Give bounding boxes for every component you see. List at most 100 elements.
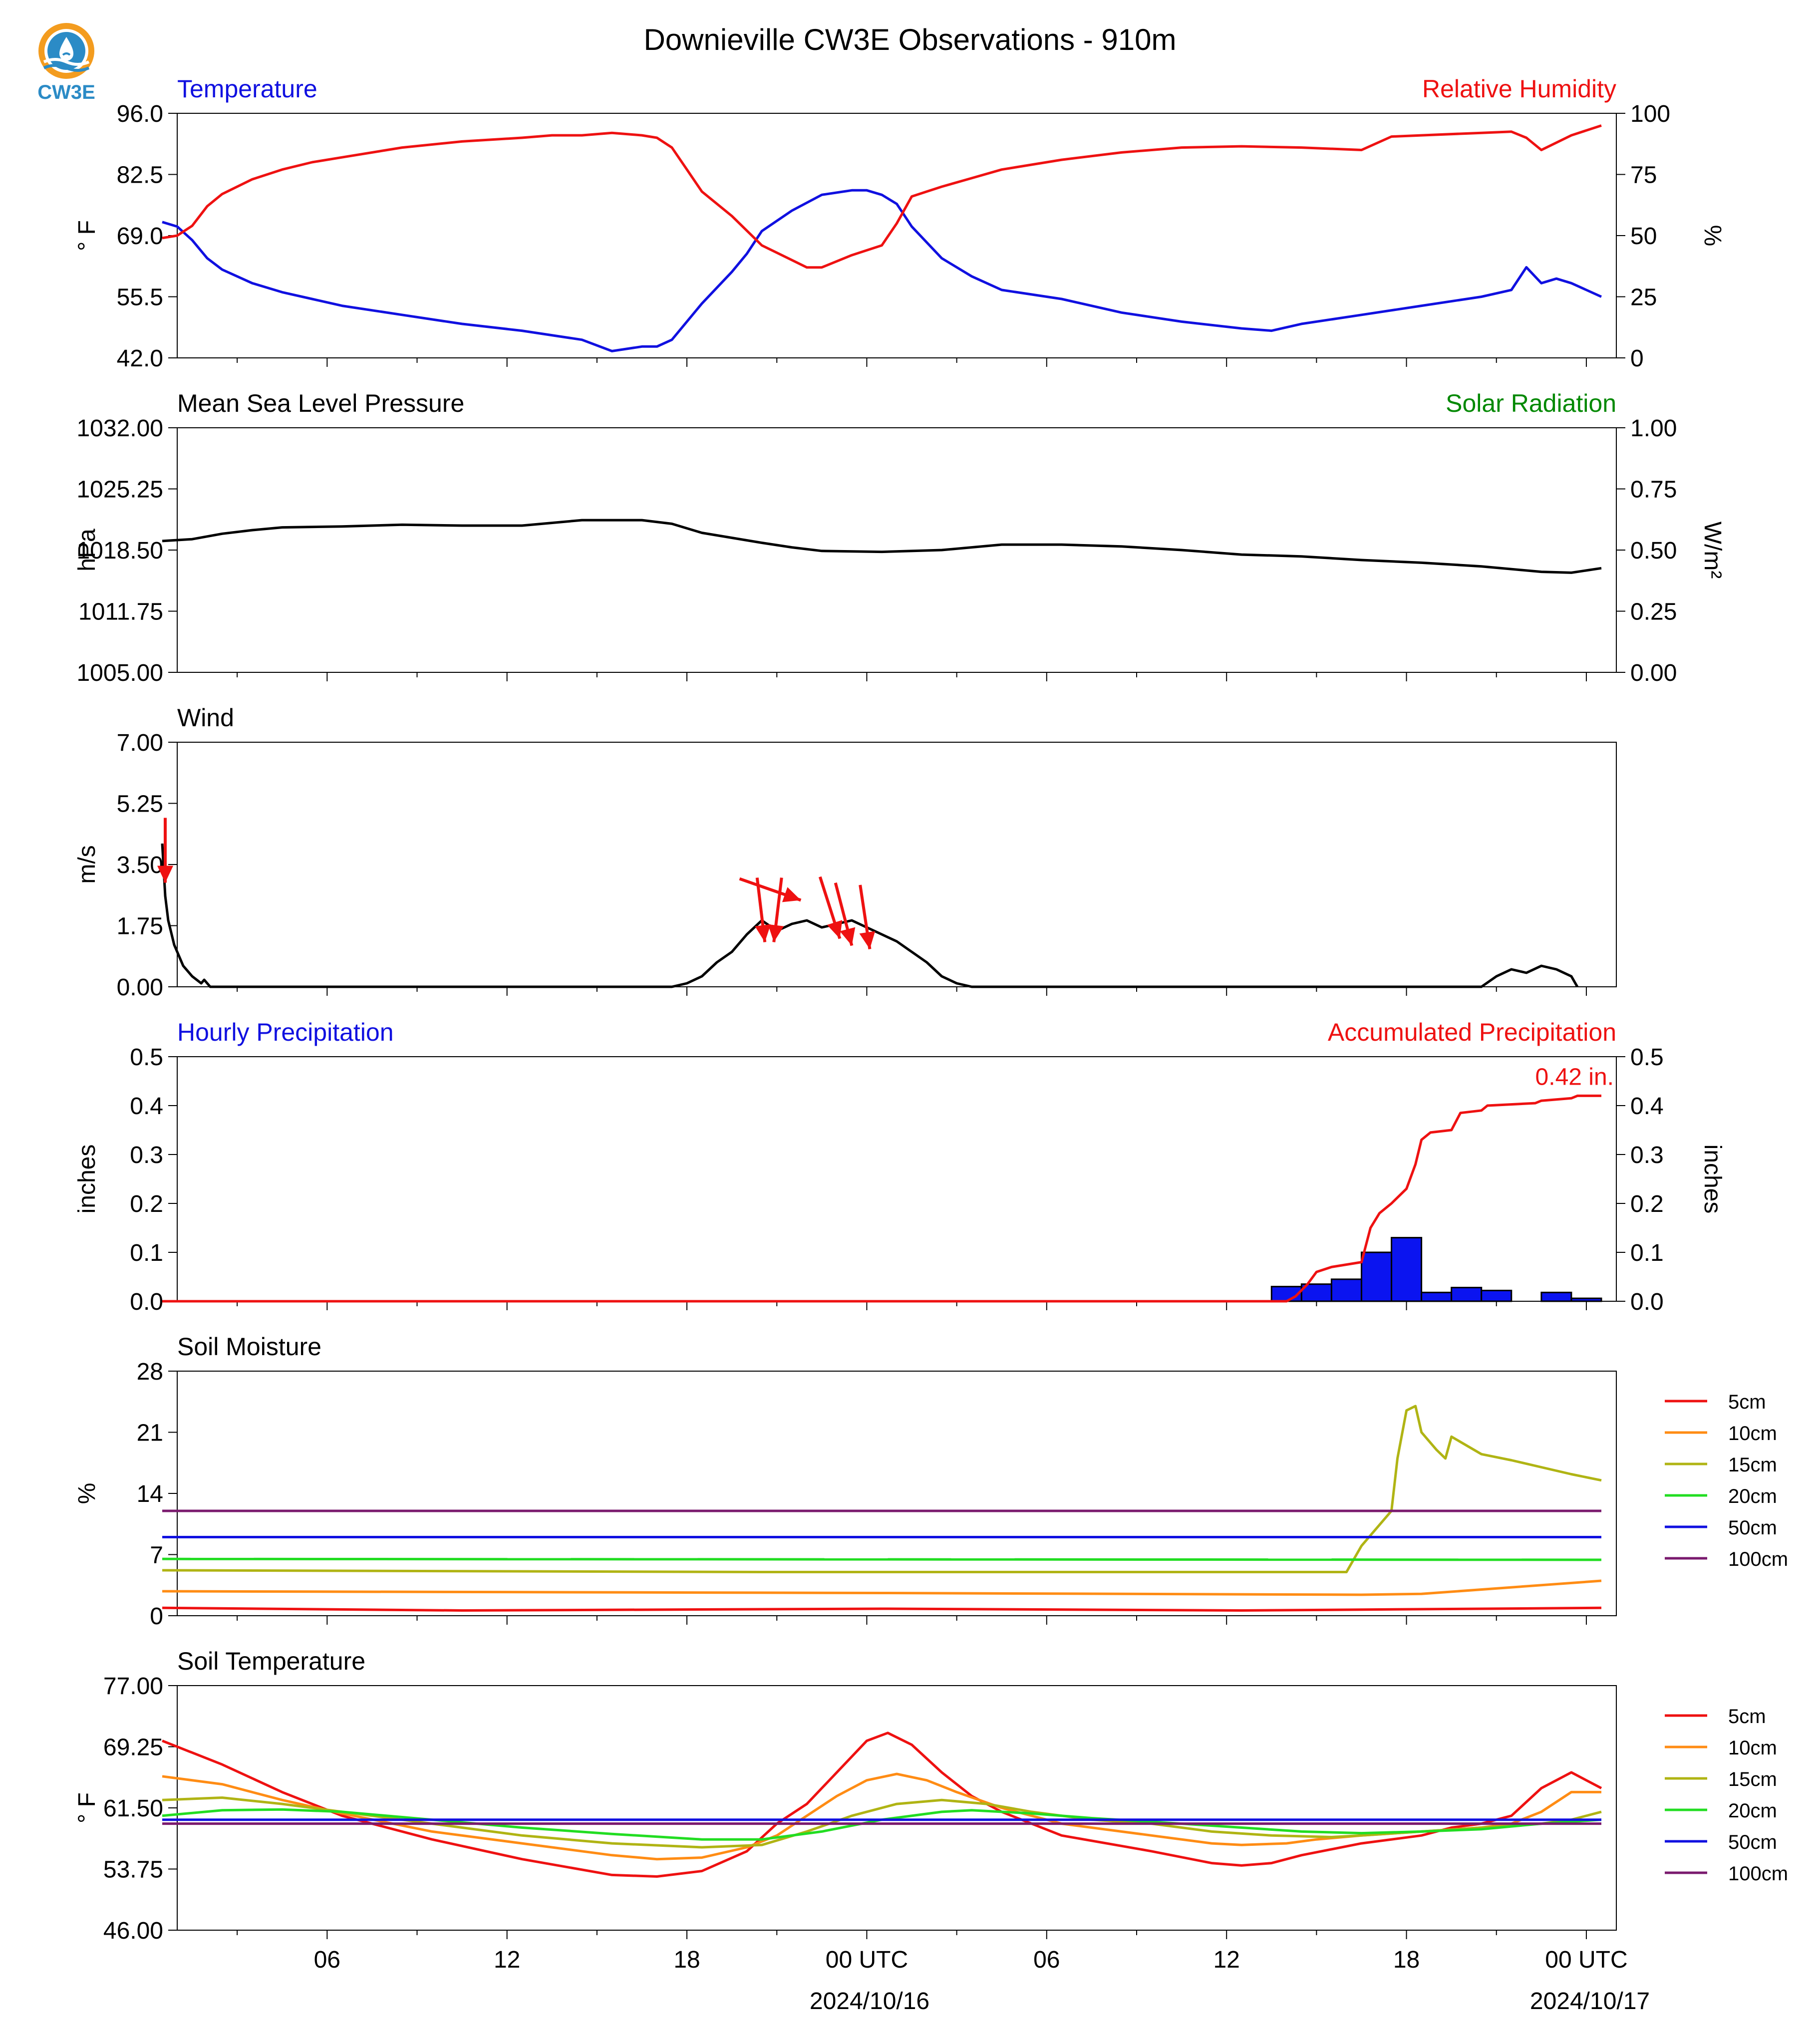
panel-title: Hourly Precipitation xyxy=(177,1018,394,1046)
panel-right-title: Relative Humidity xyxy=(1422,75,1616,103)
y-tick-label: 28 xyxy=(137,1359,163,1385)
y-tick-label: 5.25 xyxy=(117,791,163,818)
x-tick-label: 18 xyxy=(673,1947,700,1973)
panel-2: Wind 7.00 5.25 3.50 1.75 0.00 m/s xyxy=(74,704,1617,1001)
legend-label: 10cm xyxy=(1728,1737,1777,1759)
y-tick-label: 42.0 xyxy=(117,345,163,372)
wind-arrow-head xyxy=(755,924,771,942)
x-tick-label: 12 xyxy=(1213,1947,1239,1973)
y-axis-label: hPa xyxy=(74,529,100,572)
legend-label: 20cm xyxy=(1728,1800,1777,1822)
panel-right-title: Accumulated Precipitation xyxy=(1328,1018,1616,1046)
legend-label: 100cm xyxy=(1728,1548,1788,1570)
precip-bar xyxy=(1330,1278,1362,1302)
y-right-tick-label: 0.0 xyxy=(1630,1289,1664,1315)
precip-bar xyxy=(1421,1291,1453,1302)
y-right-tick-label: 75 xyxy=(1630,162,1657,189)
legend-label: 15cm xyxy=(1728,1768,1777,1790)
legend-label: 20cm xyxy=(1728,1485,1777,1507)
y-right-tick-label: 0.5 xyxy=(1630,1044,1664,1071)
y-right-tick-label: 0.4 xyxy=(1630,1093,1664,1120)
cw3e-logo-icon: CW3E xyxy=(37,23,95,103)
panel-frame xyxy=(177,742,1617,987)
series-line-0 xyxy=(162,1606,1602,1612)
panel-frame xyxy=(177,427,1617,673)
y-tick-label: 77.00 xyxy=(103,1673,163,1700)
y-tick-label: 0.5 xyxy=(130,1044,163,1071)
wind-arrow-head xyxy=(827,920,843,939)
precip-bar xyxy=(1481,1289,1513,1302)
x-tick-label: 06 xyxy=(314,1947,340,1973)
page-title: Downieville CW3E Observations - 910m xyxy=(643,23,1176,56)
panel-right-title: Solar Radiation xyxy=(1446,389,1616,417)
y-tick-label: 53.75 xyxy=(103,1857,163,1883)
precip-bar xyxy=(1391,1237,1423,1302)
y-axis-label: m/s xyxy=(74,845,100,883)
y-right-tick-label: 0.50 xyxy=(1630,538,1677,564)
y-right-tick-label: 0 xyxy=(1630,345,1644,372)
y-right-tick-label: 100 xyxy=(1630,101,1670,127)
precip-bar xyxy=(1451,1287,1483,1302)
panel-frame xyxy=(177,1371,1617,1616)
y-tick-label: 55.5 xyxy=(117,285,163,311)
panel-5: Soil Temperature 77.00 69.25 61.50 53.75 46.0… xyxy=(74,1647,1788,1944)
x-tick-label: 18 xyxy=(1393,1947,1420,1973)
precip-bar xyxy=(1360,1251,1393,1302)
x-date-label-2: 2024/10/17 xyxy=(1530,1988,1650,2015)
panel-3: Hourly Precipitation Accumulated Precipit… xyxy=(74,1018,1726,1315)
x-tick-label: 06 xyxy=(1033,1947,1060,1973)
y-tick-label: 1005.00 xyxy=(76,660,163,686)
panel-0: Temperature Relative Humidity 96.0 82.5 69.0… xyxy=(74,75,1726,372)
precip-bar xyxy=(1540,1291,1572,1302)
legend-label: 50cm xyxy=(1728,1517,1777,1539)
y-tick-label: 0.2 xyxy=(130,1191,163,1217)
y-right-tick-label: 1.00 xyxy=(1630,415,1677,442)
x-axis-labels: 2024/10/16 2024/10/17 06 12 18 00 UTC 06 12 18… xyxy=(314,1947,1650,2015)
y-tick-label: 21 xyxy=(137,1420,163,1447)
wind-arrow-head xyxy=(840,927,856,946)
cw3e-logo: CW3E xyxy=(29,20,104,103)
panel-4: Soil Moisture 28 21 14 7 0% 5cm 10cm 15cm 20cm 50c… xyxy=(74,1333,1788,1630)
y-tick-label: 1018.50 xyxy=(76,538,163,564)
y-right-tick-label: 0.75 xyxy=(1630,477,1677,503)
y-right-tick-label: 0.1 xyxy=(1630,1240,1664,1266)
legend-label: 50cm xyxy=(1728,1831,1777,1853)
y-tick-label: 0.0 xyxy=(130,1289,163,1315)
y-tick-label: 96.0 xyxy=(117,101,163,127)
y-right-axis-label: W/m² xyxy=(1699,522,1726,579)
series-line-0 xyxy=(162,1094,1601,1303)
y-tick-label: 0.00 xyxy=(117,974,163,1001)
y-tick-label: 69.25 xyxy=(103,1735,163,1761)
panel-1: Mean Sea Level Pressure Solar Radiation 10… xyxy=(74,389,1726,686)
y-right-tick-label: 0.00 xyxy=(1630,660,1677,686)
legend-label: 5cm xyxy=(1728,1706,1766,1728)
series-line-0 xyxy=(162,1732,1602,1878)
y-tick-label: 0.4 xyxy=(130,1093,163,1120)
panel-title: Mean Sea Level Pressure xyxy=(177,389,464,417)
y-tick-label: 1032.00 xyxy=(76,415,163,442)
y-tick-label: 82.5 xyxy=(117,162,163,189)
y-right-tick-label: 0.25 xyxy=(1630,599,1677,625)
y-tick-label: 1.75 xyxy=(117,913,163,940)
series-line-0 xyxy=(161,843,1579,988)
x-date-label-1: 2024/10/16 xyxy=(810,1988,929,2015)
y-tick-label: 7 xyxy=(150,1542,163,1569)
wind-arrow-head xyxy=(768,924,784,942)
y-tick-label: 69.0 xyxy=(117,223,163,250)
y-right-axis-label: inches xyxy=(1699,1145,1726,1214)
y-tick-label: 14 xyxy=(137,1481,163,1507)
y-right-tick-label: 50 xyxy=(1630,223,1657,250)
panel-title: Soil Moisture xyxy=(177,1333,321,1361)
panel-frame xyxy=(177,1685,1617,1931)
y-tick-label: 46.00 xyxy=(103,1918,163,1944)
y-right-tick-label: 0.2 xyxy=(1630,1191,1664,1217)
legend-label: 100cm xyxy=(1728,1863,1788,1885)
y-right-tick-label: 25 xyxy=(1630,285,1657,311)
y-axis-label: ° F xyxy=(74,220,100,251)
legend-label: 10cm xyxy=(1728,1423,1777,1445)
panel-title: Wind xyxy=(177,704,234,732)
accumulated-total-label: 0.42 in. xyxy=(1535,1064,1614,1090)
y-right-tick-label: 0.3 xyxy=(1630,1142,1664,1168)
logo-text: CW3E xyxy=(37,81,95,102)
